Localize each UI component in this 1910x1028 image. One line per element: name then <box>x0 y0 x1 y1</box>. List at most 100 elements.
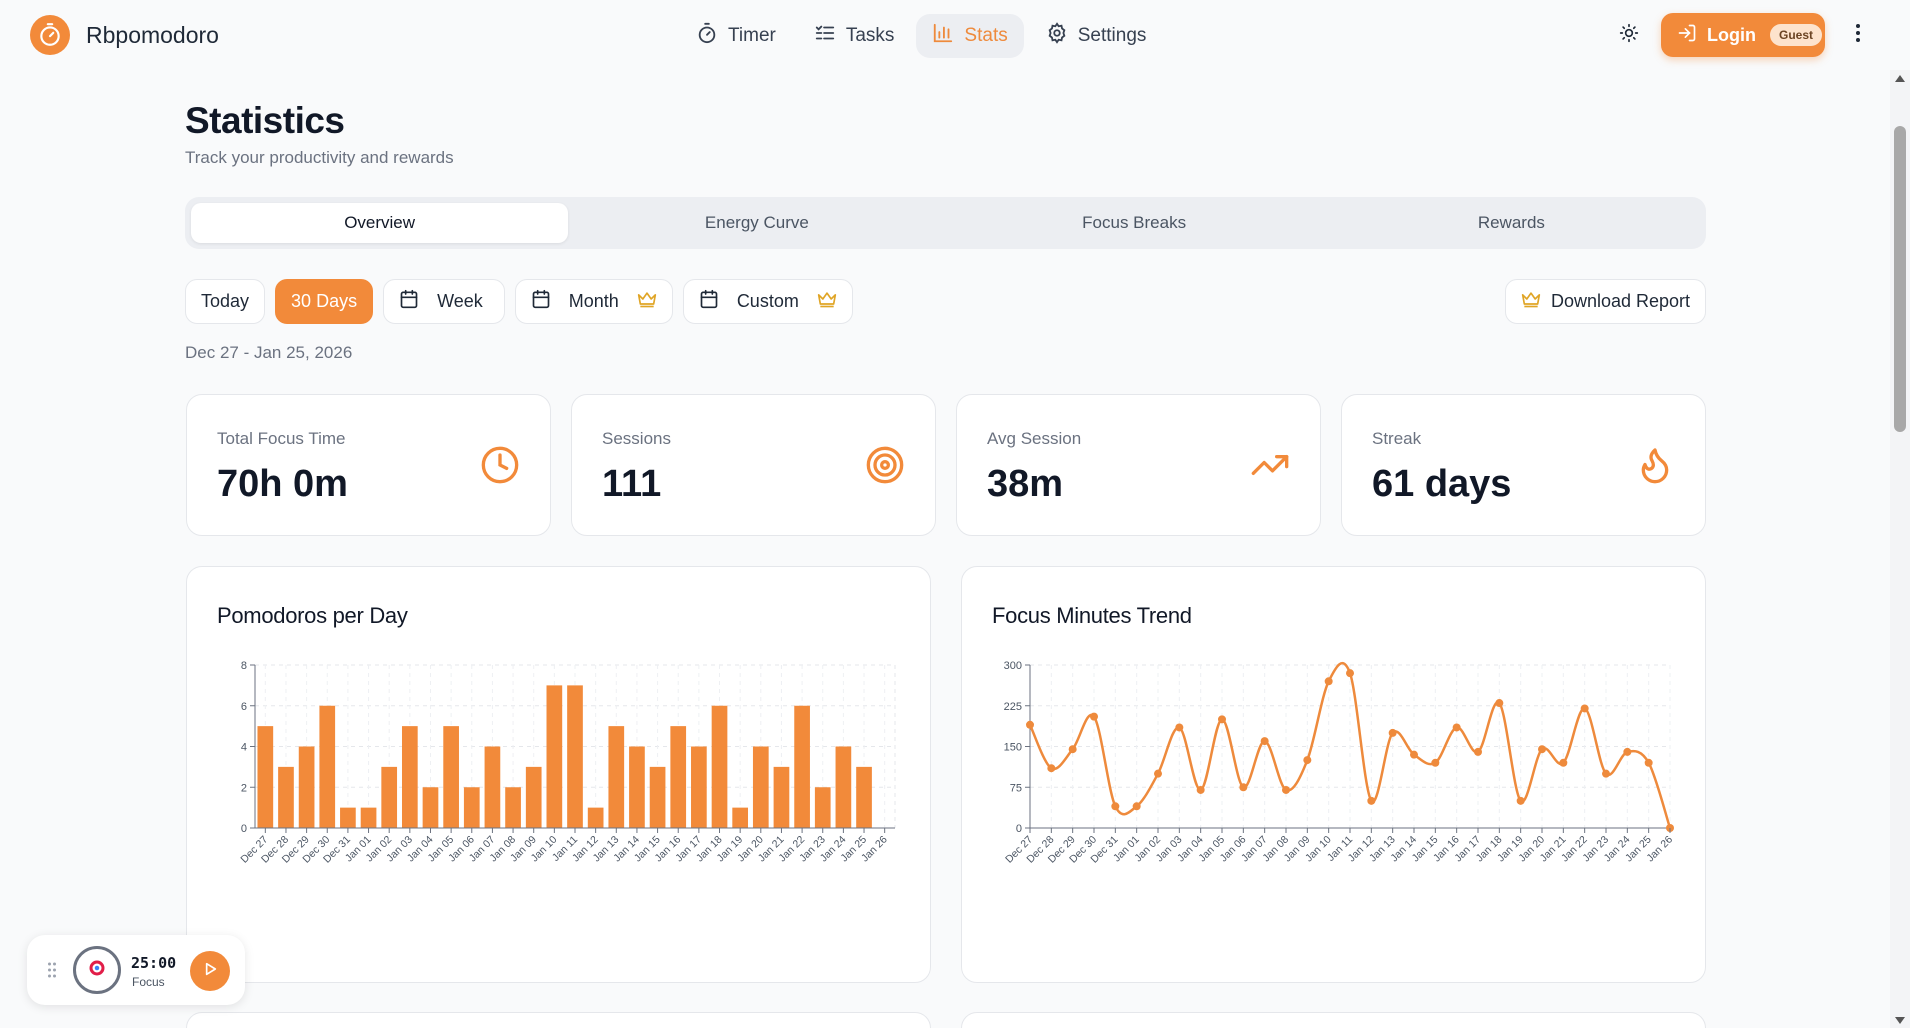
data-point <box>1026 720 1034 729</box>
app-name: Rbpomodoro <box>86 21 219 48</box>
chart-title: Focus Minutes Trend <box>992 603 1192 628</box>
bar <box>340 807 356 828</box>
bar <box>546 685 563 828</box>
data-point <box>1410 750 1418 759</box>
y-tick-label: 2 <box>241 782 247 794</box>
more-menu-button[interactable] <box>1848 20 1868 50</box>
bar <box>629 746 645 828</box>
y-tick-label: 0 <box>1016 823 1022 835</box>
bar <box>567 685 583 828</box>
play-button[interactable] <box>190 951 230 991</box>
stat-value: 111 <box>602 463 662 505</box>
y-tick-label: 300 <box>1004 660 1022 672</box>
data-point <box>1047 764 1056 773</box>
stat-card-streak: Streak 61 days <box>1341 394 1706 536</box>
data-point <box>1644 758 1653 767</box>
data-point <box>1602 769 1610 778</box>
y-tick-label: 225 <box>1004 701 1022 713</box>
bar <box>649 766 666 828</box>
data-point <box>1154 769 1162 778</box>
range-month-button[interactable]: Month <box>514 279 673 324</box>
data-point <box>1623 747 1632 756</box>
nav-stats-label: Stats <box>964 25 1008 46</box>
scroll-up-arrow-icon[interactable] <box>1895 75 1905 82</box>
calendar-icon <box>531 289 551 314</box>
bar <box>752 746 769 828</box>
bar <box>505 787 521 828</box>
bar <box>360 807 377 828</box>
bar <box>794 705 810 828</box>
y-tick-label: 75 <box>1010 782 1022 794</box>
data-point <box>1346 669 1354 678</box>
data-point <box>1474 747 1482 756</box>
progress-ring <box>73 946 121 994</box>
y-tick-label: 150 <box>1004 742 1022 754</box>
tab-energy-curve[interactable]: Energy Curve <box>704 213 809 232</box>
nav-tasks[interactable]: Tasks <box>798 14 911 58</box>
page-title: Statistics <box>185 100 345 141</box>
bar <box>319 705 336 828</box>
nav-settings[interactable]: Settings <box>1030 14 1163 58</box>
data-point <box>1452 723 1461 732</box>
data-point <box>1175 723 1184 732</box>
bar <box>773 766 790 828</box>
nav-timer[interactable]: Timer <box>680 14 792 58</box>
range-custom-button[interactable]: Custom <box>682 279 853 324</box>
data-point <box>1090 712 1098 721</box>
data-point <box>1132 802 1141 811</box>
calendar-icon <box>699 289 719 314</box>
data-point <box>1367 796 1376 805</box>
stat-value: 61 days <box>1372 463 1512 505</box>
page-scrollbar[interactable] <box>1890 70 1910 1028</box>
data-point <box>1218 715 1226 724</box>
tab-focus-breaks[interactable]: Focus Breaks <box>1082 213 1187 232</box>
bar <box>732 807 749 828</box>
bar-chart-icon <box>932 22 954 50</box>
timer-logo-icon <box>30 15 70 55</box>
stopwatch-icon <box>696 22 718 50</box>
chart-card-pomodoros-per-day: Pomodoros per Day 0 2 4 6 8 Dec 27 Dec 28 Dec 2… <box>186 566 931 983</box>
brand[interactable]: Rbpomodoro <box>30 15 219 55</box>
login-label: Login <box>1707 24 1756 45</box>
scroll-down-arrow-icon[interactable] <box>1895 1017 1905 1024</box>
nav-settings-label: Settings <box>1077 25 1147 46</box>
bar <box>856 766 872 828</box>
range-today-label: Today <box>201 291 250 311</box>
bar <box>278 766 294 828</box>
data-point <box>1516 796 1525 805</box>
list-check-icon <box>814 22 836 50</box>
nav-tasks-label: Tasks <box>845 25 895 46</box>
bar <box>587 807 604 828</box>
download-report-button[interactable]: Download Report <box>1505 279 1706 324</box>
scroll-thumb[interactable] <box>1894 126 1906 432</box>
bar <box>422 787 439 828</box>
tab-overview[interactable]: Overview <box>191 203 569 243</box>
data-point <box>1303 756 1312 765</box>
stat-label: Streak <box>1372 429 1422 448</box>
stat-label: Sessions <box>602 429 671 448</box>
data-point <box>1388 728 1397 737</box>
range-week-button[interactable]: Week <box>383 279 505 324</box>
theme-toggle-button[interactable] <box>1614 20 1644 50</box>
range-30-days-button[interactable]: 30 Days <box>275 279 374 324</box>
mini-timer-time: 25:00 <box>131 954 177 972</box>
data-point <box>1196 785 1205 794</box>
bar <box>691 746 707 828</box>
stat-card-total-focus: Total Focus Time 70h 0m <box>186 394 551 536</box>
range-today-button[interactable]: Today <box>185 279 266 324</box>
tab-rewards[interactable]: Rewards <box>1477 213 1545 232</box>
bar <box>401 726 418 828</box>
download-report-label: Download Report <box>1550 291 1691 311</box>
range-month-label: Month <box>568 291 619 311</box>
nav-stats[interactable]: Stats <box>916 14 1024 58</box>
data-point <box>1324 677 1333 686</box>
drag-handle-icon[interactable] <box>47 961 57 984</box>
main-nav: Timer Tasks Stats Settings <box>680 14 1162 58</box>
flame-icon <box>1635 445 1675 490</box>
mini-timer-widget[interactable]: 25:00 Focus <box>27 935 245 1005</box>
data-point <box>1111 802 1120 811</box>
login-button[interactable]: Login Guest <box>1661 13 1825 57</box>
stat-card-avg-session: Avg Session 38m <box>956 394 1321 536</box>
